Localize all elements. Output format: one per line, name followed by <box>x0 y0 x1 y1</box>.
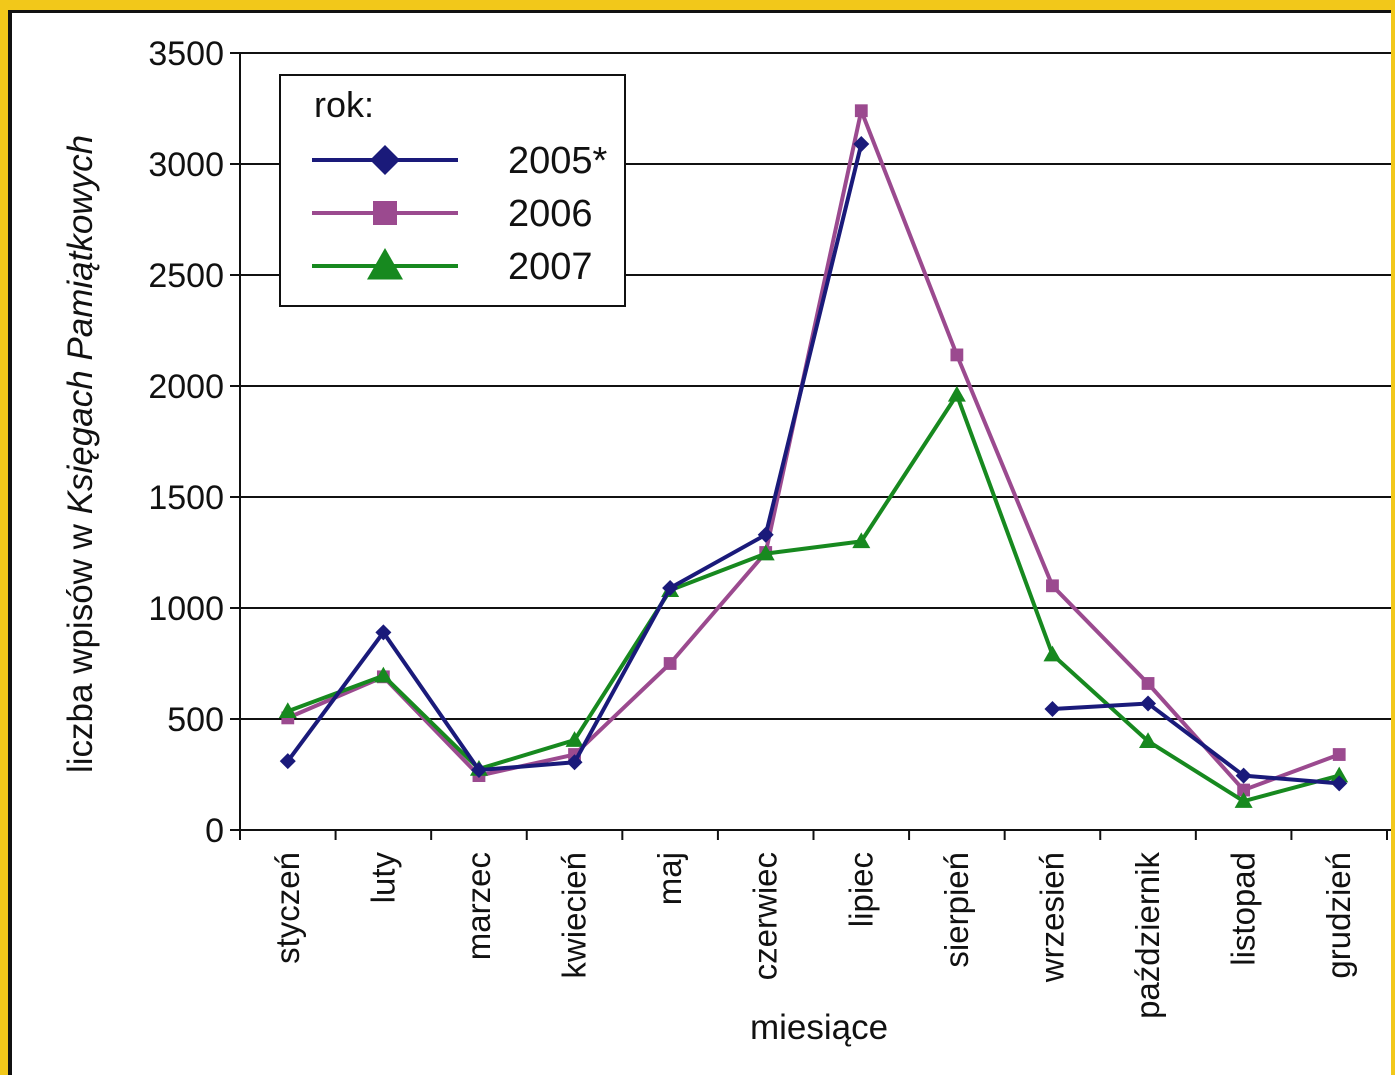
y-tick-label: 1000 <box>148 590 224 628</box>
data-point <box>662 580 679 597</box>
data-point <box>1140 695 1157 712</box>
y-axis-label-prefix: liczba wpisów w <box>61 514 100 773</box>
data-point <box>852 532 871 549</box>
series-line <box>1052 701 1340 786</box>
series-2007 <box>278 385 1349 808</box>
x-tick-label: kwiecień <box>556 852 593 979</box>
data-point <box>566 754 583 771</box>
x-tick-label: styczeń <box>269 852 306 964</box>
data-point <box>373 201 397 225</box>
data-point <box>1332 748 1346 761</box>
y-tick-label: 500 <box>167 701 224 739</box>
data-point <box>370 145 400 175</box>
data-point <box>756 544 775 561</box>
data-point <box>1044 701 1061 718</box>
data-point <box>1139 732 1158 748</box>
data-point <box>947 385 966 402</box>
line-chart: 0 500 1000 1500 2000 2500 3000 3500 styczeń luty… <box>61 35 1391 1047</box>
data-point <box>950 348 964 362</box>
data-point <box>470 762 487 779</box>
x-tick-label: grudzień <box>1320 852 1357 979</box>
data-point <box>1235 767 1252 784</box>
legend-entry-label: 2006 <box>508 193 593 235</box>
series-2005 <box>279 136 1348 792</box>
y-axis-label-italic: Księgach Pamiątkowych <box>61 135 100 514</box>
legend-entry-label: 2007 <box>508 246 593 288</box>
y-tick-label: 2000 <box>148 368 224 406</box>
chart-frame: 0 500 1000 1500 2000 2500 3000 3500 styczeń luty… <box>8 10 1391 1075</box>
x-tick-label: sierpień <box>938 852 975 968</box>
x-tick-label: październik <box>1129 852 1166 1019</box>
y-tick-label: 3000 <box>148 146 224 184</box>
data-point <box>1141 677 1155 690</box>
data-point <box>1234 792 1253 808</box>
data-point <box>367 248 403 280</box>
data-point <box>854 104 868 118</box>
y-axis-label: liczba wpisów w Księgach Pamiątkowych <box>61 135 100 773</box>
legend-entry-label: 2005* <box>508 140 608 182</box>
x-axis-label: miesiące <box>750 1008 888 1047</box>
data-point <box>1043 645 1062 662</box>
data-point <box>757 526 774 543</box>
data-point <box>1330 766 1349 783</box>
data-point <box>663 657 677 670</box>
data-point <box>1046 579 1059 593</box>
y-tick-label: 3500 <box>148 35 224 73</box>
x-tick-label: marzec <box>460 852 497 960</box>
data-point <box>374 666 393 683</box>
x-axis-ticks: styczeń luty marzec kwiecień maj czerwiec lipi… <box>239 830 1388 1019</box>
x-tick-label: lipiec <box>842 852 879 927</box>
data-point <box>1331 775 1348 792</box>
legend-title: rok: <box>314 84 374 125</box>
data-point <box>375 624 392 641</box>
x-tick-label: maj <box>651 852 688 905</box>
data-point <box>279 753 296 770</box>
series-lines <box>278 104 1349 808</box>
data-point <box>565 731 584 747</box>
legend: rok: 2005* 2006 2007 <box>279 74 626 307</box>
data-point <box>853 136 870 153</box>
y-tick-label: 2500 <box>148 257 224 295</box>
series-line <box>287 392 1340 804</box>
data-point <box>1237 783 1251 797</box>
y-tick-label: 1500 <box>148 479 224 517</box>
x-tick-label: listopad <box>1225 852 1262 966</box>
data-point <box>278 702 297 718</box>
y-tick-label: 0 <box>205 812 224 850</box>
x-tick-label: luty <box>364 852 401 904</box>
x-tick-label: wrzesień <box>1033 852 1070 983</box>
y-axis-ticks: 0 500 1000 1500 2000 2500 3000 3500 <box>148 35 240 850</box>
x-tick-label: czerwiec <box>747 852 784 980</box>
